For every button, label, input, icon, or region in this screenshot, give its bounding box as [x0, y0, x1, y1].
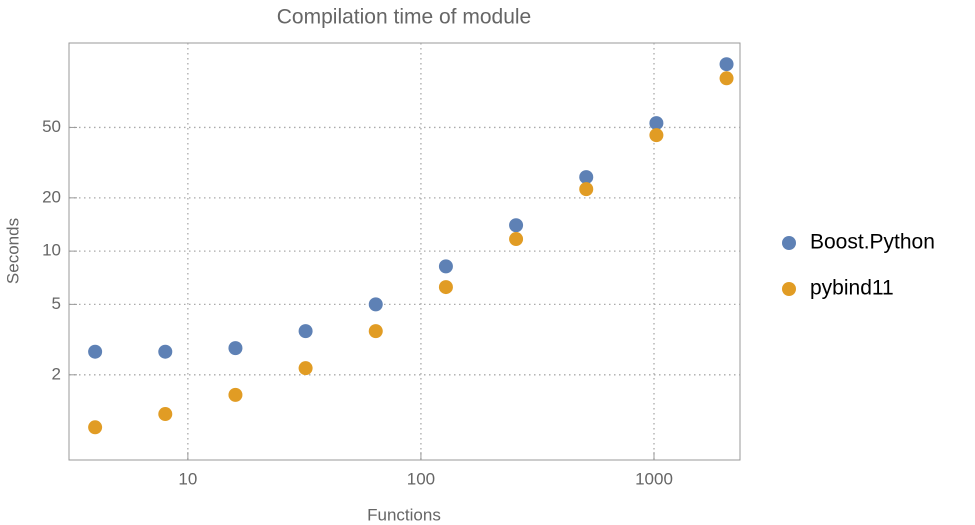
- point: [298, 361, 313, 376]
- point: [368, 324, 383, 339]
- x-tick-label: 10: [178, 469, 197, 488]
- point: [719, 57, 734, 72]
- point: [228, 341, 243, 356]
- point: [88, 420, 103, 435]
- legend-marker: [782, 236, 796, 250]
- point: [158, 344, 173, 359]
- y-tick-label: 2: [52, 364, 61, 383]
- point: [438, 259, 453, 274]
- legend-label: pybind11: [810, 277, 894, 300]
- x-tick-label: 1000: [635, 469, 673, 488]
- y-axis-label: Seconds: [3, 218, 22, 284]
- point: [719, 71, 734, 86]
- y-tick-label: 20: [42, 187, 61, 206]
- point: [158, 407, 173, 422]
- legend-marker: [782, 282, 796, 296]
- point: [649, 128, 664, 143]
- point: [509, 218, 524, 233]
- point: [438, 280, 453, 295]
- legend-label: Boost.Python: [810, 231, 935, 254]
- x-axis-label: Functions: [367, 505, 441, 524]
- point: [579, 170, 594, 185]
- point: [228, 387, 243, 402]
- point: [88, 344, 103, 359]
- y-tick-label: 10: [42, 241, 61, 260]
- x-tick-label: 100: [407, 469, 435, 488]
- point: [649, 116, 664, 131]
- point: [298, 324, 313, 339]
- y-tick-label: 5: [52, 294, 61, 313]
- chart-title: Compilation time of module: [277, 6, 531, 29]
- y-tick-label: 50: [42, 117, 61, 136]
- point: [509, 232, 524, 247]
- point: [368, 297, 383, 312]
- point: [579, 182, 594, 197]
